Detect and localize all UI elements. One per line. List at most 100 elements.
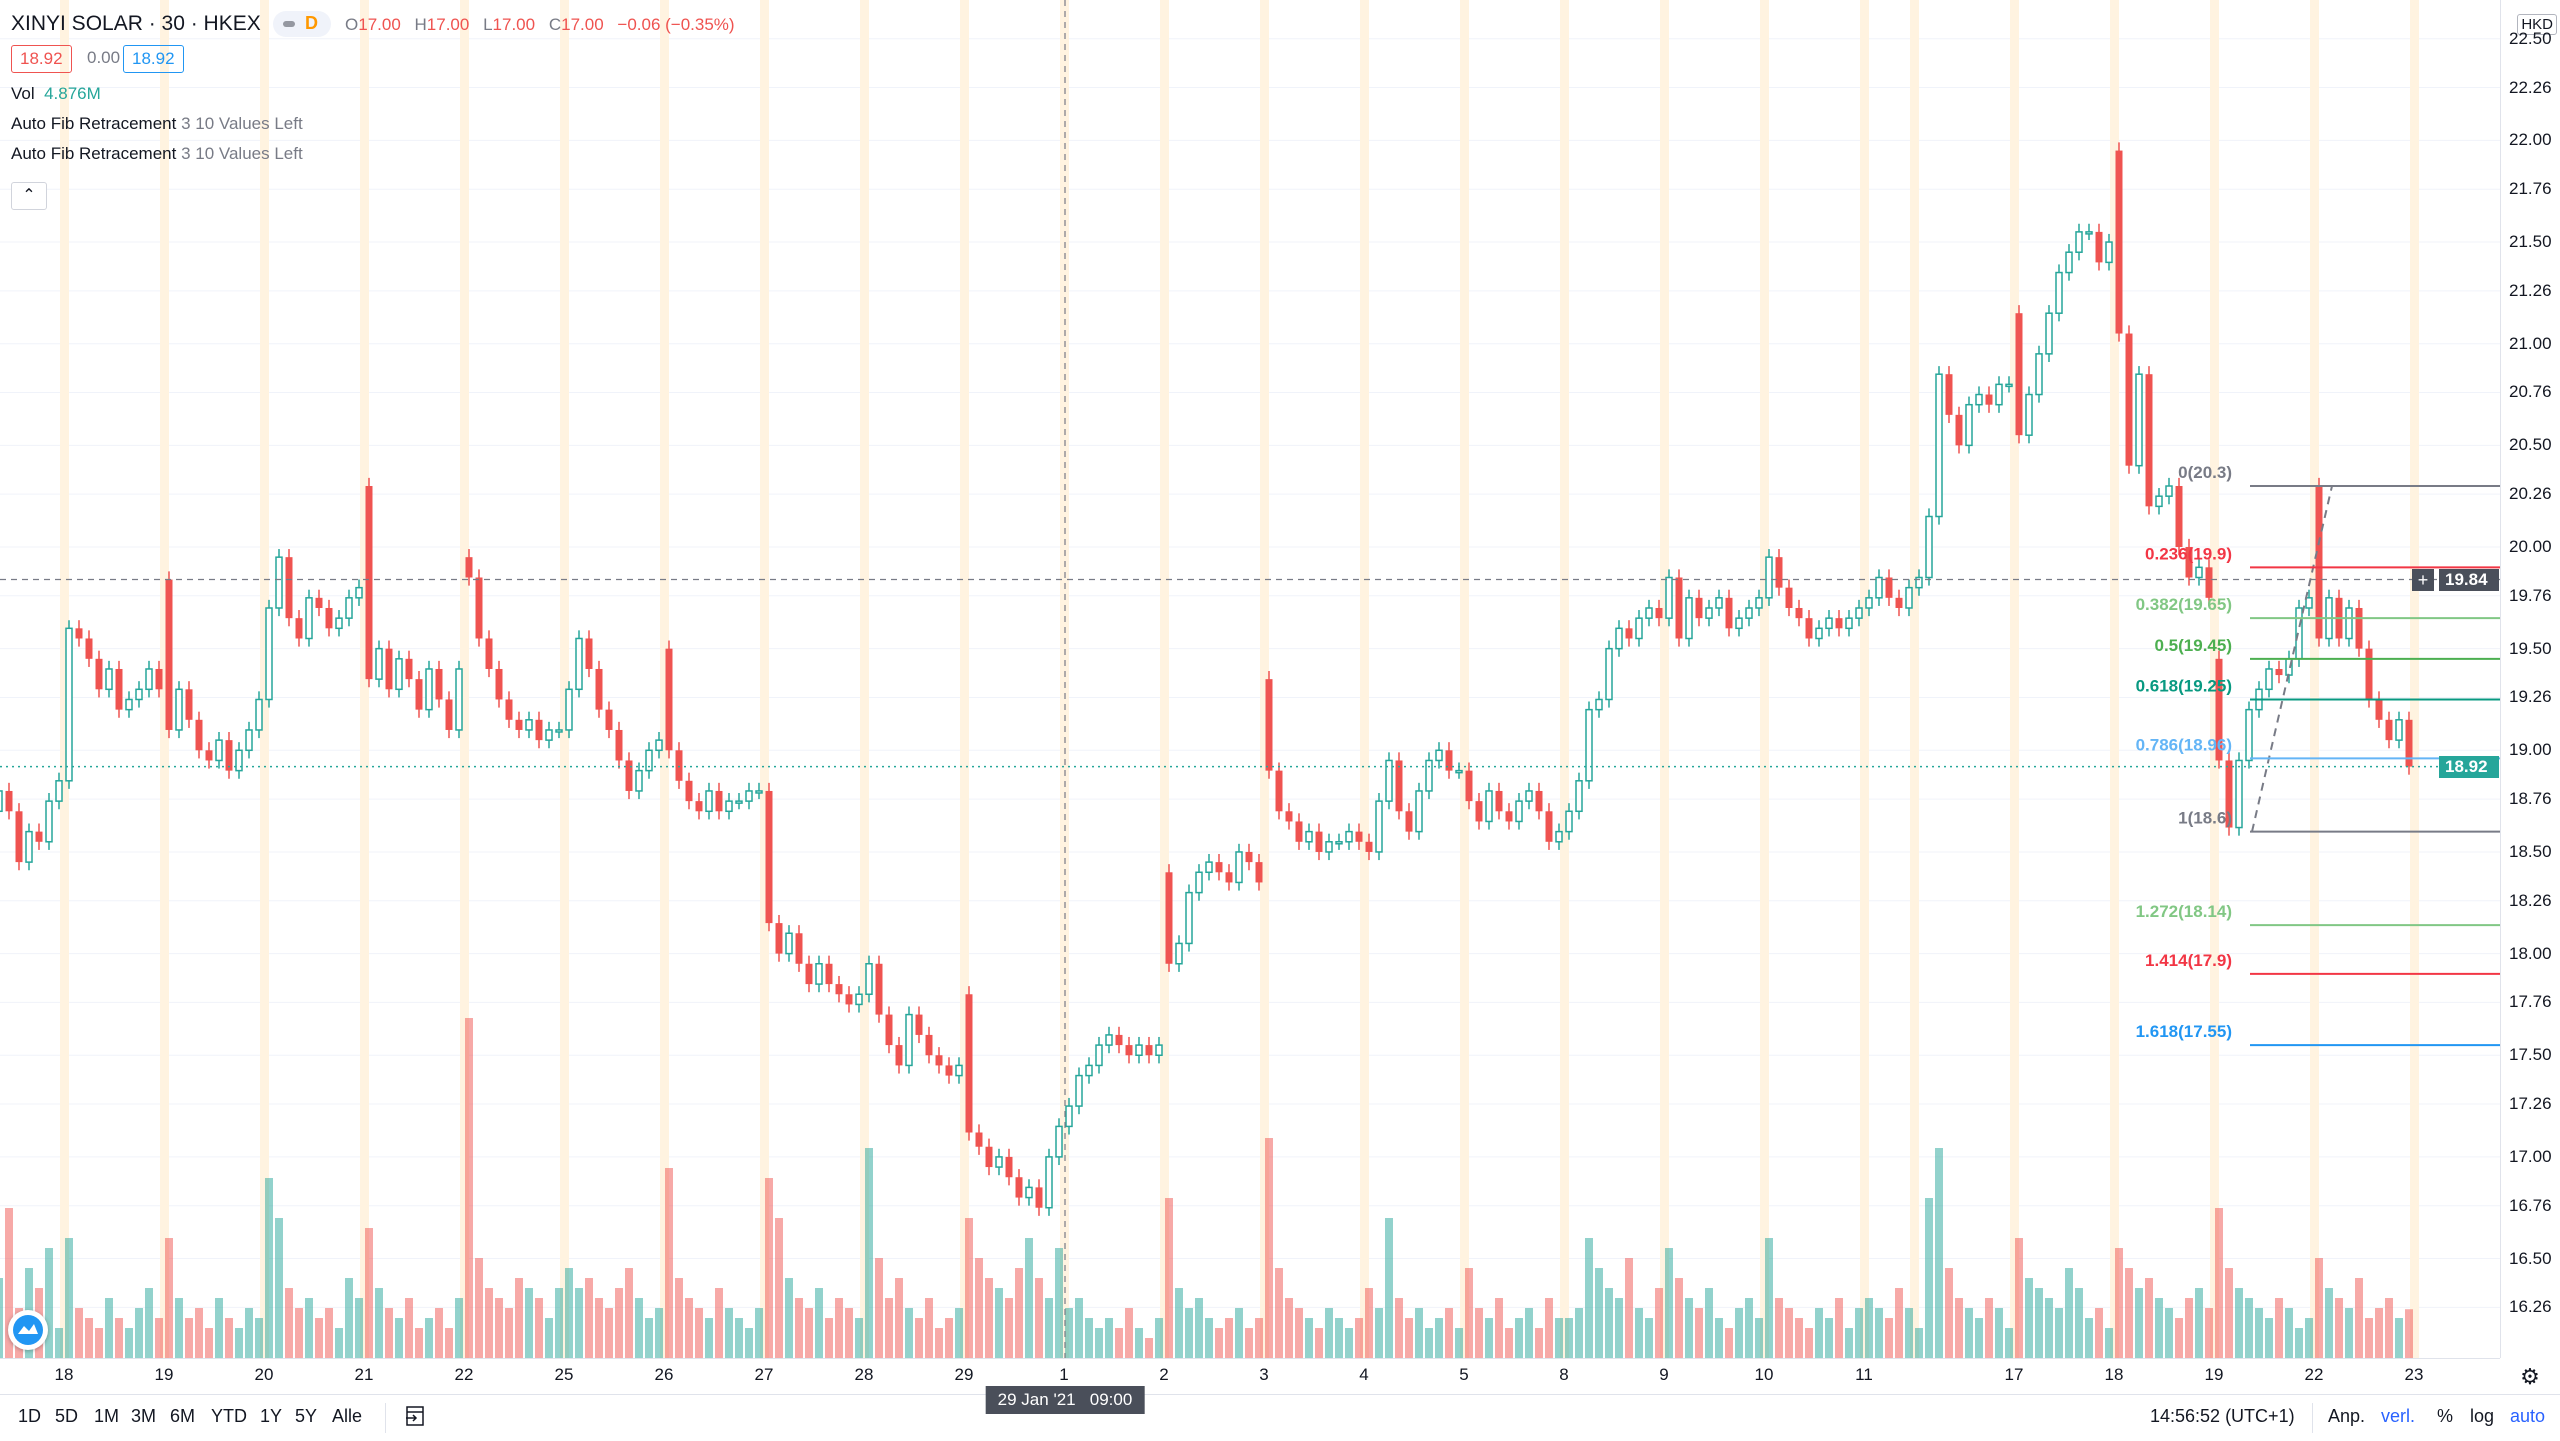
candle-body-down [795, 933, 803, 964]
tradingview-logo[interactable] [8, 1310, 48, 1350]
candle-body-up [1815, 627, 1823, 640]
candle-body-up [335, 617, 343, 630]
range-button-alle[interactable]: Alle [332, 1406, 363, 1426]
volume-bar [1775, 1298, 1783, 1358]
volume-bar [2095, 1308, 2103, 1358]
buy-price-button[interactable]: 18.92 [123, 45, 184, 73]
candle-body-down [2115, 150, 2123, 334]
volume-bar [965, 1218, 973, 1358]
symbol-title[interactable]: XINYI SOLAR · 30 · HKEX [11, 12, 261, 35]
volume-bar [2185, 1298, 2193, 1358]
candle-body-down [1275, 770, 1283, 812]
clock-timezone[interactable]: 14:56:52 (UTC+1) [2150, 1406, 2295, 1426]
last-price-tag: 18.92 [2439, 755, 2499, 778]
volume-bar [1725, 1328, 1733, 1358]
price-tick-label: 16.50 [2509, 1248, 2552, 1268]
volume-bar [2395, 1318, 2403, 1358]
range-button-3m[interactable]: 3M [131, 1406, 157, 1426]
volume-bar [1675, 1278, 1683, 1358]
candle-body-up [1915, 576, 1923, 589]
candle-body-down [985, 1146, 993, 1168]
high-value: 17.00 [426, 15, 470, 34]
candle-body-down [2225, 760, 2233, 828]
candle-body-down [965, 994, 973, 1133]
range-button-5y[interactable]: 5Y [295, 1406, 318, 1426]
adjust-button[interactable]: Anp. [2328, 1406, 2366, 1426]
crosshair-price-tag: 19.84 [2439, 568, 2499, 591]
auto-scale-button[interactable]: auto [2510, 1406, 2546, 1426]
currency-label[interactable]: HKD [2517, 14, 2557, 35]
price-chart[interactable]: 0(20.3) 0.236(19.9) 0.382(19.65) 0.5(19.45)… [0, 0, 2500, 1358]
volume-bar [1115, 1328, 1123, 1358]
volume-bar [1185, 1308, 1193, 1358]
volume-bar [1315, 1328, 1323, 1358]
candle-body-down [385, 648, 393, 690]
percent-scale-button[interactable]: % [2437, 1406, 2454, 1426]
volume-bar [1605, 1288, 1613, 1358]
range-button-6m[interactable]: 6M [170, 1406, 196, 1426]
volume-bar [185, 1318, 193, 1358]
candle-body-up [1325, 841, 1333, 853]
volume-bar [1295, 1308, 1303, 1358]
volume-bar [2125, 1268, 2133, 1358]
candle-body-up [1555, 830, 1563, 843]
volume-bar [955, 1308, 963, 1358]
candle-body-up [525, 719, 533, 731]
volume-bar [1615, 1298, 1623, 1358]
candle-body-up [2265, 668, 2273, 691]
candle-body-down [1365, 841, 1373, 852]
candle-body-down [1785, 587, 1793, 608]
price-axis[interactable]: HKD 22.50 22.26 22.00 21.76 21.50 21.26 21.00 2… [2439, 0, 2560, 1358]
volume-bar [1195, 1298, 1203, 1358]
volume-bar [785, 1278, 793, 1358]
calendar-goto-icon[interactable] [404, 1404, 426, 1433]
fib-level-label: 0.382(19.65) [2136, 595, 2232, 614]
candle-body-up [2035, 353, 2043, 396]
range-button-1y[interactable]: 1Y [260, 1406, 283, 1426]
candle-body-up [755, 790, 763, 794]
price-tick-label: 17.26 [2509, 1094, 2552, 1114]
volume-bar [1985, 1298, 1993, 1358]
range-button-5d[interactable]: 5D [55, 1406, 79, 1426]
volume-bar [125, 1328, 133, 1358]
candle-body-down [885, 1014, 893, 1046]
volume-bar [175, 1298, 183, 1358]
candle-body-up [1055, 1125, 1063, 1158]
add-alert-plus-button[interactable]: + [2412, 568, 2434, 591]
volume-bar [2085, 1318, 2093, 1358]
indicator-auto-fib-2[interactable]: Auto Fib Retracement 3 10 Values Left [11, 144, 303, 164]
candle-body-up [1435, 749, 1443, 762]
candle-body-up [655, 739, 663, 752]
volume-bar [635, 1298, 643, 1358]
volume-bar [595, 1298, 603, 1358]
price-tick-label: 17.00 [2509, 1146, 2552, 1166]
volume-legend[interactable]: Vol 4.876M [11, 84, 101, 104]
collapse-legend-button[interactable]: ⌃ [11, 182, 47, 210]
volume-bar [1755, 1318, 1763, 1358]
chart-settings-gear-icon[interactable]: ⚙ [2520, 1364, 2540, 1389]
volume-bar [555, 1288, 563, 1358]
market-status-badge[interactable]: D [273, 11, 331, 37]
range-button-ytd[interactable]: YTD [211, 1406, 247, 1426]
range-button-1d[interactable]: 1D [18, 1406, 42, 1426]
volume-bar [1455, 1328, 1463, 1358]
candle-body-up [785, 932, 793, 955]
volume-bar [675, 1278, 683, 1358]
session-break-band [1260, 0, 1269, 1358]
volume-bar [315, 1318, 323, 1358]
log-scale-button[interactable]: log [2470, 1406, 2495, 1426]
sell-price-button[interactable]: 18.92 [11, 45, 72, 73]
indicator-auto-fib-1[interactable]: Auto Fib Retracement 3 10 Values Left [11, 114, 303, 134]
extended-hours-button[interactable]: verl. [2381, 1406, 2416, 1426]
volume-bar [935, 1328, 943, 1358]
time-tick-label: 23 [2404, 1365, 2424, 1384]
candle-body-up [1565, 810, 1573, 833]
time-axis[interactable]: 18 19 20 21 22 25 26 27 28 29 1 2 3 4 5 8 9 10 11 17 18 19 22 2… [0, 1358, 2500, 1414]
range-button-1m[interactable]: 1M [94, 1406, 120, 1426]
candle-body-up [355, 586, 363, 599]
candle-body-up [2235, 759, 2243, 829]
time-tick-label: 22 [454, 1365, 474, 1384]
candle-body-down [945, 1065, 953, 1076]
volume-bar [1425, 1328, 1433, 1358]
volume-bar [275, 1218, 283, 1358]
